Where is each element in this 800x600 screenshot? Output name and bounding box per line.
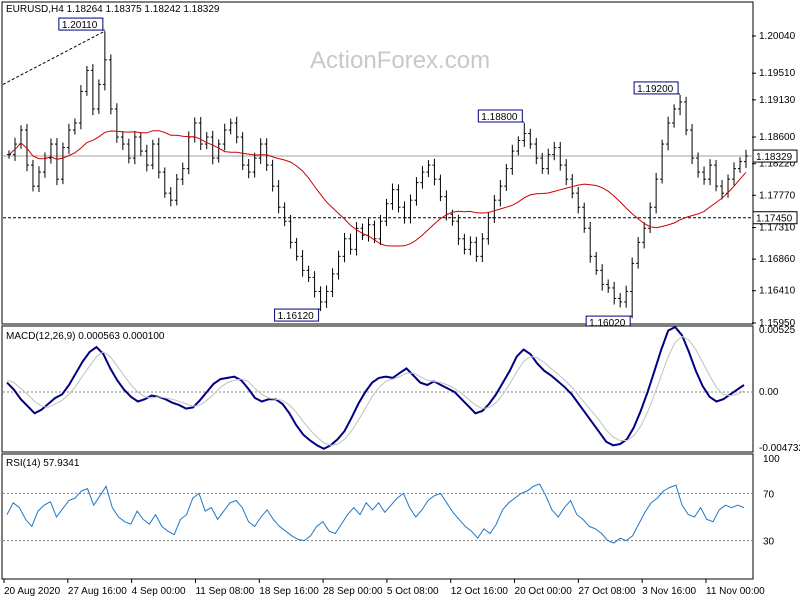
annotation-box <box>633 81 679 95</box>
annotation-label: 1.18800 <box>481 112 518 123</box>
rsi-tick-label: 70 <box>763 489 775 500</box>
time-tick-label: 5 Oct 08:00 <box>387 586 439 597</box>
price-series <box>2 30 752 319</box>
macd-line <box>6 325 745 450</box>
time-tick-label: 27 Oct 08:00 <box>578 586 636 597</box>
price-tick-label: 1.19130 <box>759 95 796 106</box>
price-tick-label: 1.17770 <box>759 190 796 201</box>
rsi-title: RSI(14) 57.9341 <box>6 458 80 469</box>
symbol-header: EURUSD,H4 1.18264 1.18375 1.18242 1.1832… <box>6 4 220 15</box>
time-tick-label: 11 Nov 00:00 <box>706 586 765 597</box>
time-tick-label: 4 Sep 00:00 <box>132 586 186 597</box>
macd-tick-label: -0.004732 <box>759 443 800 454</box>
macd-title: MACD(12,26,9) 0.000563 0.000100 <box>6 331 165 342</box>
annotation-box <box>477 109 523 123</box>
trend-line <box>2 30 106 85</box>
annotation-box <box>274 308 320 322</box>
support-tag-box <box>752 211 798 225</box>
rsi-panel-frame <box>1 453 754 580</box>
support-tag: 1.17450 <box>756 214 793 225</box>
time-tick-label: 20 Aug 2020 <box>4 586 61 597</box>
price-panel-frame <box>1 1 754 325</box>
price-tick-label: 1.20040 <box>759 31 796 42</box>
time-axis: 20 Aug 2020 27 Aug 16:00 4 Sep 00:00 11 Sep… <box>3 579 765 597</box>
macd-axis: 0.00525 0.00 -0.004732 <box>759 325 800 454</box>
watermark: ActionForex.com <box>310 47 490 74</box>
price-axis: 1.20040 1.19510 1.19130 1.18600 1.18220 1.177… <box>752 31 796 329</box>
time-tick-label: 3 Nov 16:00 <box>642 586 696 597</box>
price-tick-label: 1.17310 <box>759 223 796 234</box>
annotation-label: 1.19200 <box>637 84 674 95</box>
rsi-tick-label: 30 <box>763 537 775 548</box>
annotation-box <box>58 17 104 31</box>
time-tick-label: 18 Sep 16:00 <box>259 586 319 597</box>
last-price-tag: 1.18329 <box>756 152 793 163</box>
rsi-axis: 100 70 30 <box>763 454 780 548</box>
rsi-tick-label: 100 <box>763 454 780 465</box>
annotation-label: 1.16020 <box>589 318 626 329</box>
price-annotations: 1.20110 1.18800 1.19200 1.16120 1.16020 1.183… <box>58 17 798 329</box>
macd-series <box>3 325 752 450</box>
time-tick-label: 20 Oct 00:00 <box>515 586 573 597</box>
price-tick-label: 1.16410 <box>759 286 796 297</box>
macd-signal-line <box>6 335 745 446</box>
price-tick-label: 1.18220 <box>759 159 796 170</box>
annotation-label: 1.16120 <box>278 311 315 322</box>
time-tick-label: 11 Sep 08:00 <box>195 586 254 597</box>
time-tick-label: 28 Sep 00:00 <box>323 586 383 597</box>
last-price-tag-box <box>752 149 798 163</box>
macd-tick-label: 0.00 <box>759 387 779 398</box>
rsi-panel: RSI(14) 57.9341 100 70 30 <box>1 453 780 580</box>
macd-panel: MACD(12,26,9) 0.000563 0.000100 0.005250… <box>1 325 800 454</box>
price-tick-label: 1.16860 <box>759 254 796 265</box>
rsi-series <box>3 483 752 544</box>
price-tick-label: 1.18600 <box>759 132 796 143</box>
price-tick-label: 1.15950 <box>759 318 796 329</box>
macd-tick-label: 0.00525 <box>759 325 796 336</box>
price-panel: EURUSD,H4 1.18264 1.18375 1.18242 1.1832… <box>1 1 798 329</box>
annotation-label: 1.20110 <box>62 20 98 31</box>
moving-average-line <box>8 130 747 247</box>
time-tick-label: 12 Oct 16:00 <box>451 586 509 597</box>
time-tick-label: 27 Aug 16:00 <box>68 586 127 597</box>
price-tick-label: 1.19510 <box>759 68 796 79</box>
rsi-line <box>6 483 745 544</box>
